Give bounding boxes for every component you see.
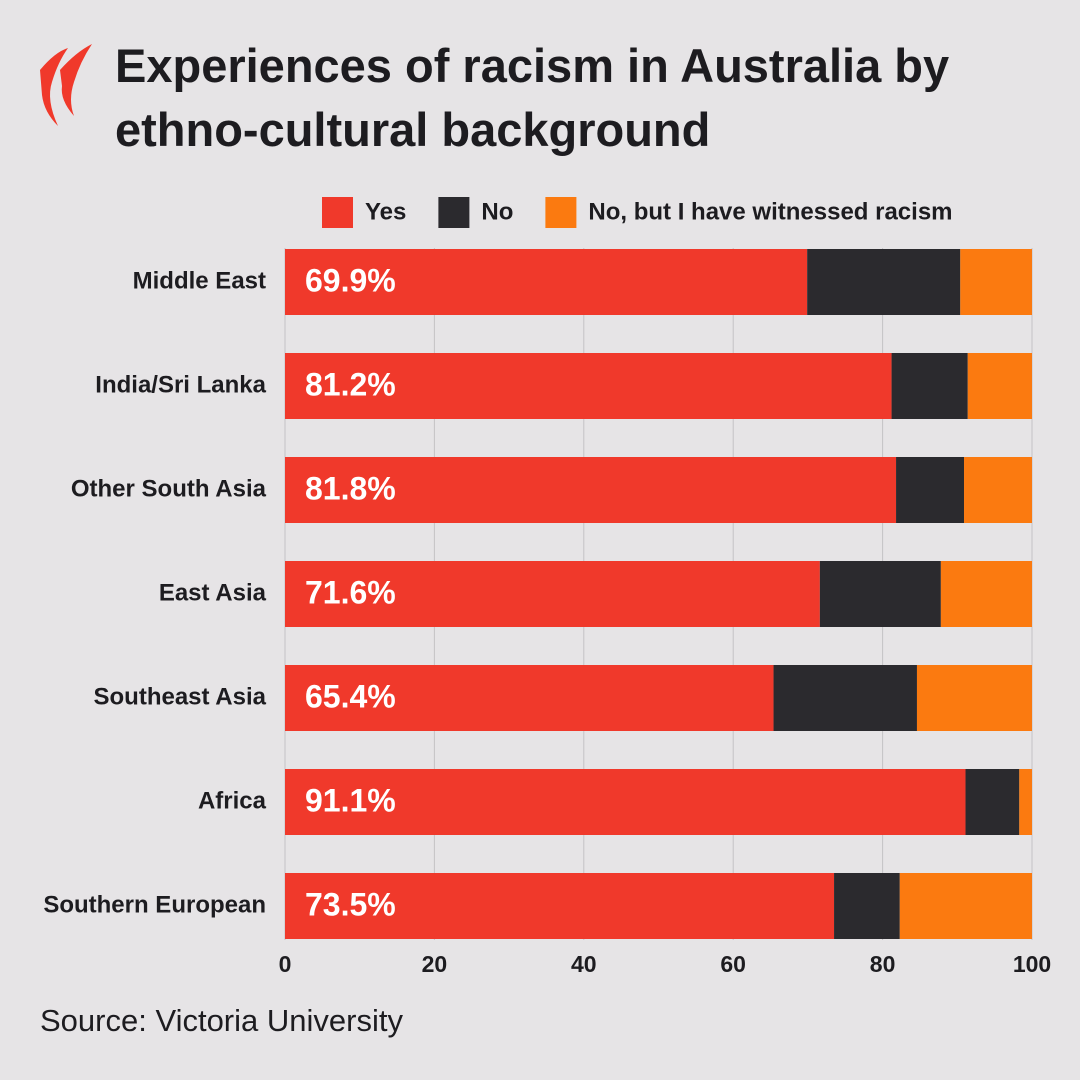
logo bbox=[40, 44, 92, 126]
y-tick-label: Southeast Asia bbox=[94, 683, 267, 710]
y-tick-label: Southern European bbox=[43, 891, 266, 918]
value-label: 65.4% bbox=[305, 678, 396, 714]
bar-segment bbox=[285, 561, 820, 627]
legend-label: No, but I have witnessed racism bbox=[588, 198, 952, 225]
bar-segment bbox=[834, 873, 900, 939]
value-label: 73.5% bbox=[305, 886, 396, 922]
bar-segment bbox=[773, 665, 917, 731]
y-tick-label: East Asia bbox=[159, 579, 267, 606]
bar-segment bbox=[967, 353, 1032, 419]
bar-segment bbox=[285, 353, 892, 419]
bar-segment bbox=[285, 665, 774, 731]
y-tick-label: India/Sri Lanka bbox=[95, 371, 266, 398]
y-tick-label: Middle East bbox=[133, 267, 266, 294]
bar-segment bbox=[285, 769, 966, 835]
bar-segment bbox=[916, 665, 1032, 731]
source: Source: Victoria University bbox=[40, 1003, 403, 1038]
y-tick-label: Other South Asia bbox=[71, 475, 267, 502]
value-label: 91.1% bbox=[305, 782, 396, 818]
bar-segment bbox=[896, 457, 965, 523]
bar-segment bbox=[964, 457, 1032, 523]
value-label: 81.8% bbox=[305, 470, 396, 506]
x-tick-label: 100 bbox=[1013, 951, 1051, 977]
value-label: 69.9% bbox=[305, 262, 396, 298]
bar-segment bbox=[1019, 769, 1032, 835]
x-tick-label: 80 bbox=[870, 951, 896, 977]
x-tick-label: 60 bbox=[720, 951, 746, 977]
bar-segment bbox=[807, 249, 961, 315]
bar-segment bbox=[965, 769, 1020, 835]
chart-title: Experiences of racism in Australia by et… bbox=[115, 39, 950, 156]
legend-swatch bbox=[322, 197, 353, 228]
bar-segment bbox=[285, 249, 808, 315]
bar-segment bbox=[899, 873, 1032, 939]
y-tick-label: Africa bbox=[198, 787, 267, 814]
legend-label: Yes bbox=[365, 198, 406, 225]
legend-swatch bbox=[438, 197, 470, 228]
x-tick-label: 0 bbox=[279, 951, 292, 977]
bar-segment bbox=[940, 561, 1032, 627]
x-tick-label: 40 bbox=[571, 951, 597, 977]
bar-segment bbox=[285, 873, 835, 939]
x-tick-label: 20 bbox=[422, 951, 448, 977]
legend-swatch bbox=[545, 197, 577, 228]
value-label: 81.2% bbox=[305, 366, 396, 402]
value-label: 71.6% bbox=[305, 574, 396, 610]
legend-label: No bbox=[481, 198, 513, 225]
bar-segment bbox=[891, 353, 968, 419]
bar-segment bbox=[819, 561, 941, 627]
bar-segment bbox=[960, 249, 1032, 315]
bar-segment bbox=[285, 457, 897, 523]
